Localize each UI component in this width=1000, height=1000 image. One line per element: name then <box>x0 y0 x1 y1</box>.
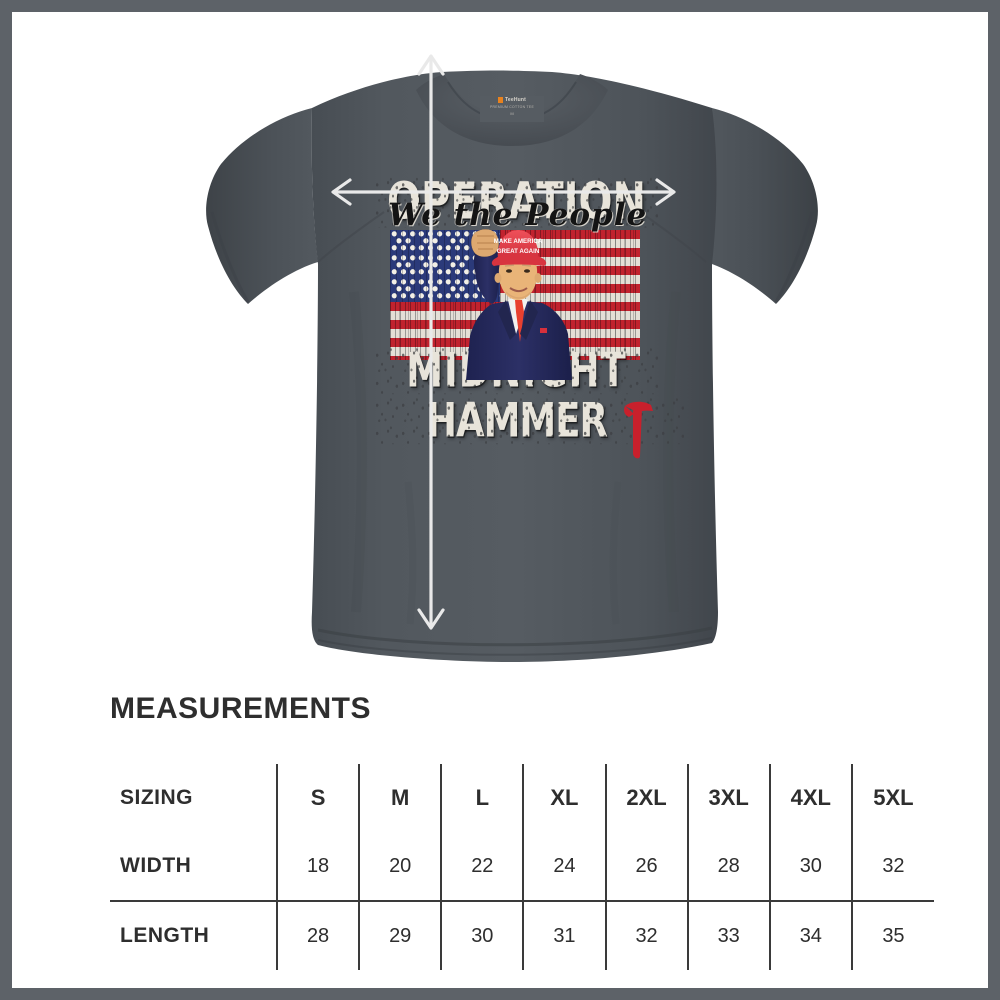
header-size-l: L <box>441 764 525 832</box>
neck-tag-brand: TeeHunt <box>504 97 527 103</box>
width-2xl: 26 <box>605 832 689 902</box>
sizing-table: SIZING S M L XL 2XL 3XL 4XL 5XL WIDTH 18 <box>110 764 934 970</box>
length-l: 30 <box>441 901 525 970</box>
shirt-photo: TeeHunt PREMIUM COTTON TEE M We the Peop… <box>12 12 988 662</box>
header-size-5xl: 5XL <box>873 785 914 810</box>
header-size-s: S <box>277 764 361 832</box>
width-l: 22 <box>441 832 525 902</box>
sizing-table-wrapper: SIZING S M L XL 2XL 3XL 4XL 5XL WIDTH 18 <box>110 764 934 970</box>
neck-tag-line-2: PREMIUM COTTON TEE <box>489 105 535 109</box>
neck-tag-size: M <box>510 111 514 116</box>
width-5xl: 32 <box>851 832 934 902</box>
length-3xl: 33 <box>687 901 771 970</box>
row-label-width: WIDTH <box>110 832 278 902</box>
header-sizing: SIZING <box>110 764 278 832</box>
trump-figure-illustration: MAKE AMERICA GREAT AGAIN <box>466 229 572 380</box>
length-5xl: 35 <box>882 924 905 947</box>
table-row-length: LENGTH 28 29 30 31 32 33 34 35 <box>110 901 934 970</box>
table-row-width: WIDTH 18 20 22 24 26 28 30 32 <box>110 832 934 902</box>
header-size-m: M <box>359 764 443 832</box>
row-label-length: LENGTH <box>110 901 278 970</box>
neck-tag: TeeHunt PREMIUM COTTON TEE M <box>480 96 544 122</box>
length-m: 29 <box>359 901 443 970</box>
cap-text-line-1: MAKE AMERICA <box>494 238 543 245</box>
length-xl: 31 <box>523 901 607 970</box>
width-xl: 24 <box>523 832 607 902</box>
chart-canvas: TeeHunt PREMIUM COTTON TEE M We the Peop… <box>12 12 988 988</box>
hammer-icon <box>624 401 653 459</box>
length-4xl: 34 <box>769 901 853 970</box>
width-m: 20 <box>359 832 443 902</box>
header-size-2xl: 2XL <box>605 764 689 832</box>
width-s: 18 <box>277 832 361 902</box>
header-size-3xl: 3XL <box>687 764 771 832</box>
cap-text-line-2: GREAT AGAIN <box>497 248 540 255</box>
header-size-xl: XL <box>523 764 607 832</box>
width-4xl: 30 <box>769 832 853 902</box>
length-2xl: 32 <box>605 901 689 970</box>
shirt-graphic-print: We the People <box>374 170 685 460</box>
length-s: 28 <box>277 901 361 970</box>
table-header-row: SIZING S M L XL 2XL 3XL 4XL 5XL <box>110 764 934 832</box>
brand-logo-icon <box>497 97 503 103</box>
measurements-title: MEASUREMENTS <box>110 692 372 725</box>
header-size-4xl: 4XL <box>769 764 853 832</box>
width-3xl: 28 <box>687 832 771 902</box>
